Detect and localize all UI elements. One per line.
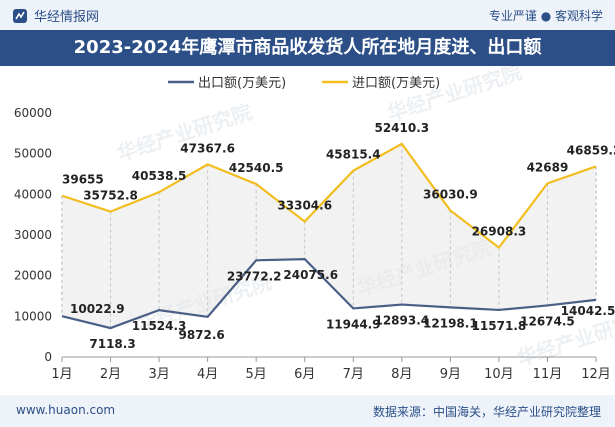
footer: www.huaon.com 数据来源：中国海关，华经产业研究院整理 xyxy=(0,395,615,427)
range-fill xyxy=(62,143,596,329)
data-label: 10022.9 xyxy=(70,302,125,316)
data-label: 40538.5 xyxy=(132,169,187,183)
data-label: 26908.3 xyxy=(472,225,527,239)
y-tick-label: 20000 xyxy=(14,269,52,283)
brand-name: 华经情报网 xyxy=(34,10,100,25)
data-label: 11524.3 xyxy=(132,319,187,333)
brand[interactable]: 华经情报网 xyxy=(12,6,99,25)
watermark-text: 华经产业研究院 xyxy=(384,66,525,126)
data-label: 14042.5 xyxy=(561,304,615,318)
legend-label: 进口额(万美元) xyxy=(352,76,440,91)
y-tick-label: 40000 xyxy=(14,187,52,201)
x-axis: 1月 2月 3月 4月 5月 6月 7月 8月 9月 10月 11月 12月 xyxy=(51,356,611,382)
data-label: 12674.5 xyxy=(520,314,575,328)
series-lines xyxy=(61,142,597,330)
data-label: 12198.1 xyxy=(423,316,478,330)
data-label: 42689 xyxy=(527,160,569,174)
data-label: 35752.8 xyxy=(83,189,138,203)
legend-item[interactable]: 出口额(万美元) xyxy=(168,76,286,91)
x-tick-label: 5月 xyxy=(246,367,267,382)
data-label: 24075.6 xyxy=(283,268,338,282)
data-label: 33304.6 xyxy=(277,199,332,213)
data-label: 39655 xyxy=(62,173,104,187)
x-tick-label: 7月 xyxy=(343,367,364,382)
legend-label: 出口额(万美元) xyxy=(198,76,286,91)
data-source: 数据来源：中国海关，华经产业研究院整理 xyxy=(372,405,601,419)
data-label: 46859.2 xyxy=(567,143,615,157)
x-tick-label: 6月 xyxy=(294,367,315,382)
x-tick-label: 10月 xyxy=(484,367,514,382)
data-label: 12893.4 xyxy=(374,314,429,328)
data-labels: 39655 35752.8 40538.5 47367.6 42540.5 33304.6… xyxy=(62,121,615,351)
export-line xyxy=(61,257,597,330)
top-bar: 华经情报网 专业严谨 ● 客观科学 xyxy=(0,0,615,30)
header-tags: 专业严谨 ● 客观科学 xyxy=(488,9,603,23)
data-label: 45815.4 xyxy=(326,148,381,162)
y-tick-label: 0 xyxy=(44,350,52,364)
line-chart: 华经产业研究院华经产业研究院华经产业研究院华经产业研究院华经产业研究院 出口额(… xyxy=(14,66,615,382)
y-tick-label: 60000 xyxy=(14,106,52,120)
y-tick-label: 30000 xyxy=(14,228,52,242)
x-tick-label: 1月 xyxy=(51,367,72,382)
data-label: 9872.6 xyxy=(178,328,224,342)
legend: 出口额(万美元) 进口额(万美元) xyxy=(168,76,440,91)
x-tick-label: 2月 xyxy=(100,367,121,382)
data-label: 52410.3 xyxy=(374,121,429,135)
x-tick-label: 4月 xyxy=(197,367,218,382)
y-tick-label: 50000 xyxy=(14,147,52,161)
x-tick-label: 8月 xyxy=(391,367,412,382)
y-tick-label: 10000 xyxy=(14,309,52,323)
data-label: 23772.2 xyxy=(227,269,282,283)
x-tick-label: 9月 xyxy=(440,367,461,382)
import-line xyxy=(61,142,597,250)
data-label: 11571.8 xyxy=(472,319,527,333)
x-tick-label: 12月 xyxy=(581,367,611,382)
x-tick-label: 11月 xyxy=(533,367,563,382)
y-axis: 0 10000 20000 30000 40000 50000 60000 xyxy=(14,106,52,364)
data-label: 47367.6 xyxy=(180,141,235,155)
footer-url[interactable]: www.huaon.com xyxy=(16,403,116,417)
x-tick-label: 3月 xyxy=(148,367,169,382)
data-label: 36030.9 xyxy=(423,187,478,201)
data-label: 42540.5 xyxy=(229,161,284,175)
data-label: 11944.9 xyxy=(326,317,381,331)
data-label: 7118.3 xyxy=(89,337,135,351)
watermark-text: 华经产业研究院 xyxy=(114,100,255,166)
logo-icon xyxy=(13,8,27,23)
page-title: 2023-2024年鹰潭市商品收发货人所在地月度进、出口额 xyxy=(0,30,615,66)
range-area xyxy=(62,143,596,329)
legend-item[interactable]: 进口额(万美元) xyxy=(322,76,440,91)
